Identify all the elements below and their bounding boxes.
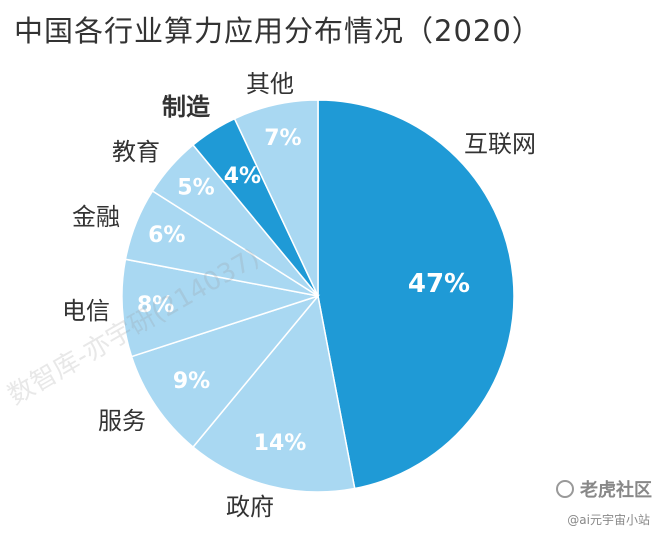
pie-category-label-2: 服务: [98, 407, 146, 435]
pie-value-label-6: 4%: [224, 164, 261, 189]
pie-slice-2: [130, 294, 321, 449]
pie-category-label-1: 政府: [226, 493, 274, 521]
pie-slice-1: [192, 294, 356, 493]
pie-category-label-3: 电信: [62, 297, 110, 325]
pie-value-labels: 47% 14% 9% 8% 6% 5% 4%7%: [137, 126, 470, 456]
pie-value-label-1: 14%: [254, 431, 307, 456]
pie-value-label-7: 7%: [264, 126, 301, 151]
pie-value-label-4: 6%: [148, 223, 185, 248]
pie-category-label-7: 其他: [246, 70, 294, 98]
chart-title: 中国各行业算力应用分布情况（2020）: [14, 14, 542, 48]
pie-slice-3: [121, 258, 319, 358]
pie-slice-0: [317, 99, 515, 490]
pie-value-label-0: 47%: [408, 269, 470, 299]
tiger-logo-icon: [556, 480, 574, 498]
pie-slices: [121, 99, 515, 493]
pie-category-label-6: 制造: [162, 93, 210, 121]
source-handle: @ai元宇宙小站: [567, 513, 650, 527]
pie-slice-7: [233, 99, 319, 297]
pie-value-label-5: 5%: [177, 175, 214, 200]
pie-category-label-5: 教育: [112, 138, 160, 166]
pie-category-label-4: 金融: [72, 203, 120, 231]
logo-text: 老虎社区: [580, 480, 652, 501]
pie-value-label-3: 8%: [137, 293, 174, 318]
pie-value-label-2: 9%: [173, 369, 210, 394]
logo: 老虎社区: [556, 476, 652, 502]
pie-category-label-0: 互联网: [464, 130, 536, 158]
